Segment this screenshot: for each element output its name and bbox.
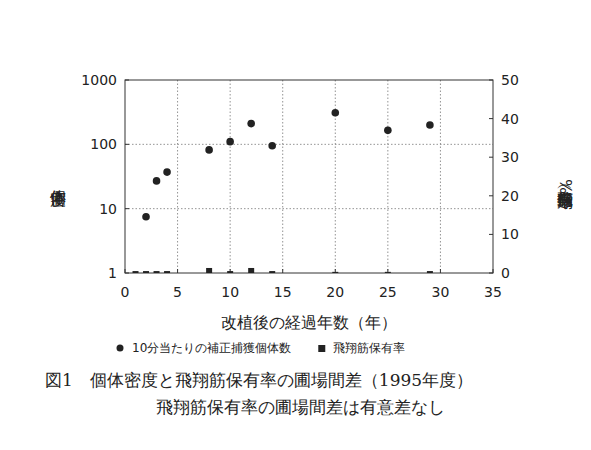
point xyxy=(226,138,234,146)
grid-line xyxy=(440,80,441,273)
plot-frame xyxy=(125,80,493,273)
y2-tick xyxy=(489,273,493,274)
y2-tick-label: 0 xyxy=(501,265,510,281)
x-tick-label: 35 xyxy=(484,284,502,300)
point xyxy=(384,127,392,135)
y2-tick xyxy=(489,118,493,119)
grid-line xyxy=(282,80,283,273)
legend-label: 10分当たりの補正捕獲個体数 xyxy=(132,341,291,355)
x-tick-label: 30 xyxy=(432,284,450,300)
subtitle: 飛翔筋保有率の圃場間差は有意差なし xyxy=(156,397,445,417)
x-tick xyxy=(282,269,283,273)
x-tick-label: 10 xyxy=(221,284,239,300)
y-tick xyxy=(125,144,129,145)
point xyxy=(268,142,276,150)
bar xyxy=(385,272,391,273)
point xyxy=(331,109,339,117)
x-tick-label: 20 xyxy=(326,284,344,300)
y-tick-label: 1 xyxy=(108,265,117,281)
legend-swatch xyxy=(117,345,124,352)
y2-tick-label: 20 xyxy=(501,188,519,204)
bar xyxy=(427,271,433,273)
x-tick-label: 5 xyxy=(173,284,182,300)
x-tick xyxy=(125,269,126,273)
grid-line xyxy=(125,208,493,209)
point xyxy=(426,121,434,129)
x-tick xyxy=(493,269,494,273)
y-tick-label: 10 xyxy=(99,201,117,217)
y-tick xyxy=(125,273,129,274)
y-tick-label: 1000 xyxy=(81,72,117,88)
bar xyxy=(248,268,254,273)
point xyxy=(142,213,150,221)
y2-axis-label: 飛翔筋保有率（%） xyxy=(556,179,575,210)
x-axis-label: 改植後の経過年数（年） xyxy=(221,313,397,332)
y2-tick xyxy=(489,80,493,81)
bar xyxy=(206,268,212,273)
y2-tick-label: 30 xyxy=(501,149,519,165)
grid-line xyxy=(125,144,493,145)
bar xyxy=(133,271,139,273)
grid-line xyxy=(230,80,231,273)
point xyxy=(205,146,213,154)
y-tick xyxy=(125,208,129,209)
y2-tick-label: 10 xyxy=(501,226,519,242)
bar xyxy=(164,271,170,273)
y2-tick xyxy=(489,157,493,158)
y-tick xyxy=(125,80,129,81)
y2-tick xyxy=(489,234,493,235)
bar xyxy=(154,271,160,273)
chart: 0 5 10 15 20 25 30 35 1 10 100 1000 0 10 20 30 40 50 改植後の経… xyxy=(0,0,591,450)
title: 図1 個体密度と飛翔筋保有率の圃場間差（1995年度） xyxy=(45,370,473,390)
y2-tick-label: 50 xyxy=(501,72,519,88)
legend-label: 飛翔筋保有率 xyxy=(333,341,405,355)
x-tick xyxy=(440,269,441,273)
x-tick-label: 25 xyxy=(379,284,397,300)
bar xyxy=(332,272,338,273)
x-tick-label: 0 xyxy=(121,284,130,300)
point xyxy=(153,177,161,185)
bar xyxy=(143,271,149,273)
x-tick-label: 15 xyxy=(274,284,292,300)
bar xyxy=(227,271,233,273)
y-tick-label: 100 xyxy=(90,136,117,152)
x-tick xyxy=(177,269,178,273)
bar xyxy=(269,271,275,273)
y2-tick-label: 40 xyxy=(501,111,519,127)
y-axis-label: 個体密度 xyxy=(50,190,66,207)
grid-line xyxy=(177,80,178,273)
point xyxy=(247,120,255,128)
legend-swatch xyxy=(318,345,325,352)
point xyxy=(163,168,171,176)
grid-line xyxy=(387,80,388,273)
y2-tick xyxy=(489,195,493,196)
